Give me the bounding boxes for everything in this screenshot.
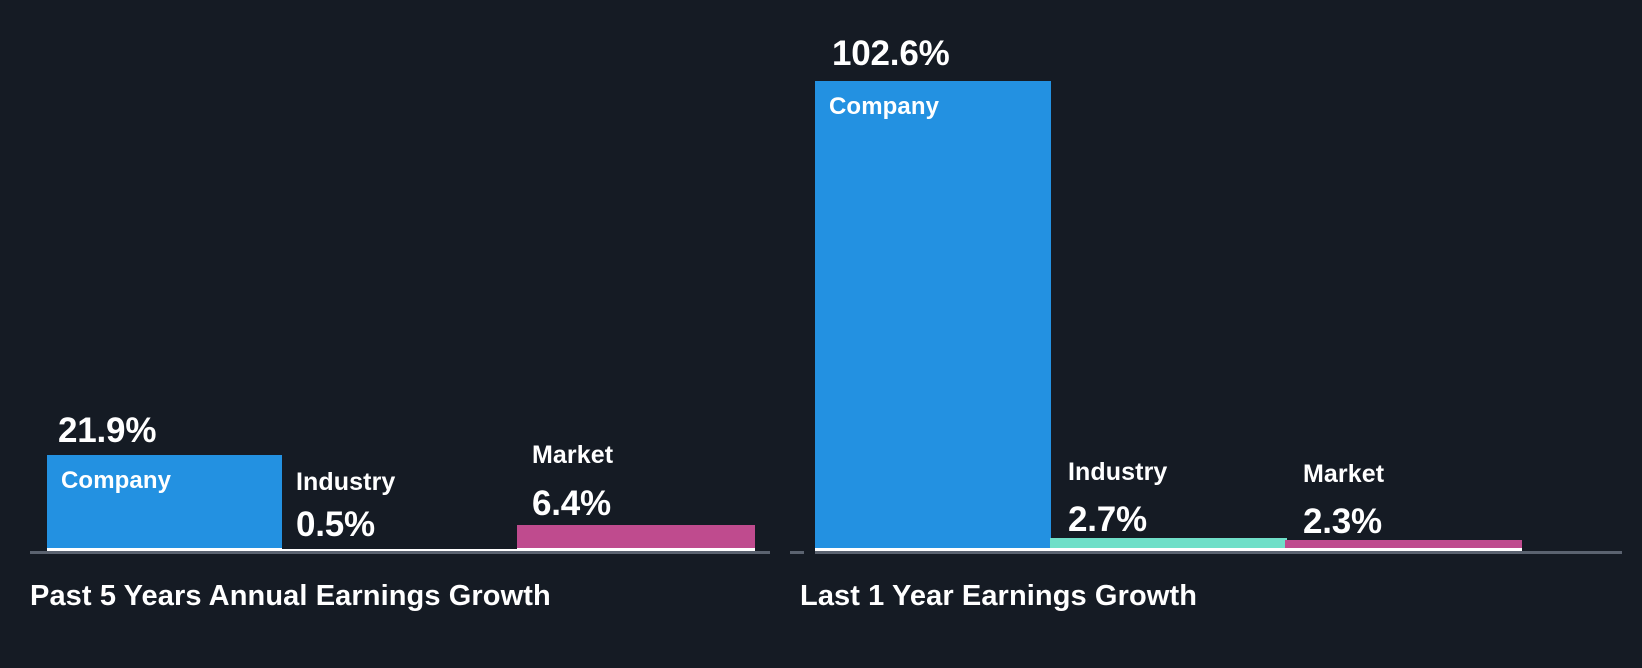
last1y-axis-left-tick [790,551,804,554]
last1y-industry-value-label: 2.7% [1068,500,1147,539]
past5-axis-line [30,551,770,554]
past-5-years-chart-panel: 21.9% Company Industry 0.5% Market 6.4% … [0,0,800,668]
last1y-company-value-label: 102.6% [832,34,950,73]
past5-industry-name-label: Industry [296,468,396,496]
past-5-years-plot-area: 21.9% Company Industry 0.5% Market 6.4% [0,0,800,551]
last1y-market-bar[interactable] [1285,540,1522,551]
past5-company-value-label: 21.9% [58,411,157,450]
last1y-chart-title: Last 1 Year Earnings Growth [800,580,1198,612]
last1y-market-value-label: 2.3% [1303,502,1382,541]
last1y-industry-bar[interactable] [1050,538,1287,551]
past5-company-bar[interactable]: Company [47,455,282,551]
last1y-axis-line [815,551,1622,554]
past5-chart-title: Past 5 Years Annual Earnings Growth [30,580,551,612]
past5-market-name-label: Market [532,441,614,469]
last1y-market-name-label: Market [1303,460,1385,488]
past5-market-value-label: 6.4% [532,484,611,523]
last-1-year-chart-panel: 102.6% Company Industry 2.7% Market 2.3%… [790,0,1642,668]
past5-industry-bar[interactable] [282,549,517,551]
last-1-year-plot-area: 102.6% Company Industry 2.7% Market 2.3% [790,0,1642,551]
past5-company-bar-label: Company [61,467,172,494]
last1y-company-bar-label: Company [829,93,940,120]
last1y-company-bar[interactable]: Company [815,81,1051,551]
past5-industry-value-label: 0.5% [296,505,375,544]
last1y-industry-name-label: Industry [1068,458,1168,486]
past5-market-bar[interactable] [517,525,755,551]
